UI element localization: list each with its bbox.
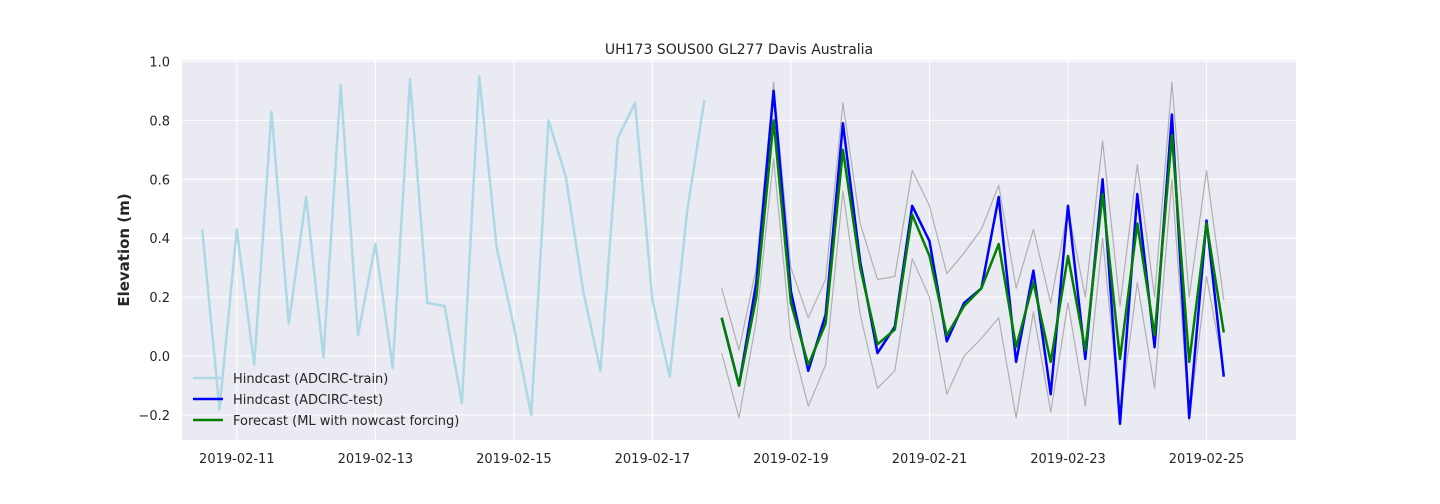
x-tick-label: 2019-02-19 xyxy=(753,452,829,467)
chart-title: UH173 SOUS00 GL277 Davis Australia xyxy=(605,42,873,58)
x-tick-label: 2019-02-21 xyxy=(892,452,968,467)
x-tick-label: 2019-02-23 xyxy=(1030,452,1106,467)
x-axis: 2019-02-11 2019-02-13 2019-02-15 2019-02-17… xyxy=(199,452,1244,467)
x-tick-label: 2019-02-15 xyxy=(476,452,552,467)
series-layer xyxy=(200,74,1226,426)
legend-label: Hindcast (ADCIRC-test) xyxy=(233,393,383,408)
y-tick-label: 0.2 xyxy=(149,291,170,306)
legend-label: Forecast (ML with nowcast forcing) xyxy=(233,414,459,429)
plot-area xyxy=(182,60,1296,440)
x-tick-label: 2019-02-11 xyxy=(199,452,275,467)
x-tick-label: 2019-02-17 xyxy=(615,452,691,467)
series-line-hindcast-train xyxy=(200,74,706,417)
y-tick-label: 0.0 xyxy=(149,350,170,365)
y-tick-label: −0.2 xyxy=(138,409,170,424)
bound-line-upper xyxy=(721,81,1225,351)
y-tick-label: 1.0 xyxy=(149,55,170,70)
x-tick-label: 2019-02-13 xyxy=(338,452,414,467)
y-axis-label: Elevation (m) xyxy=(115,193,133,306)
y-tick-label: 0.6 xyxy=(149,173,170,188)
x-tick-label: 2019-02-25 xyxy=(1169,452,1245,467)
y-tick-label: 0.4 xyxy=(149,232,170,247)
legend-label: Hindcast (ADCIRC-train) xyxy=(233,372,388,387)
y-axis: −0.2 0.0 0.2 0.4 0.6 0.8 1.0 xyxy=(138,55,170,423)
bound-line-lower xyxy=(721,158,1225,422)
legend: Hindcast (ADCIRC-train) Hindcast (ADCIRC-… xyxy=(193,372,459,429)
series-line-forecast xyxy=(720,119,1226,387)
y-tick-label: 0.8 xyxy=(149,114,170,129)
